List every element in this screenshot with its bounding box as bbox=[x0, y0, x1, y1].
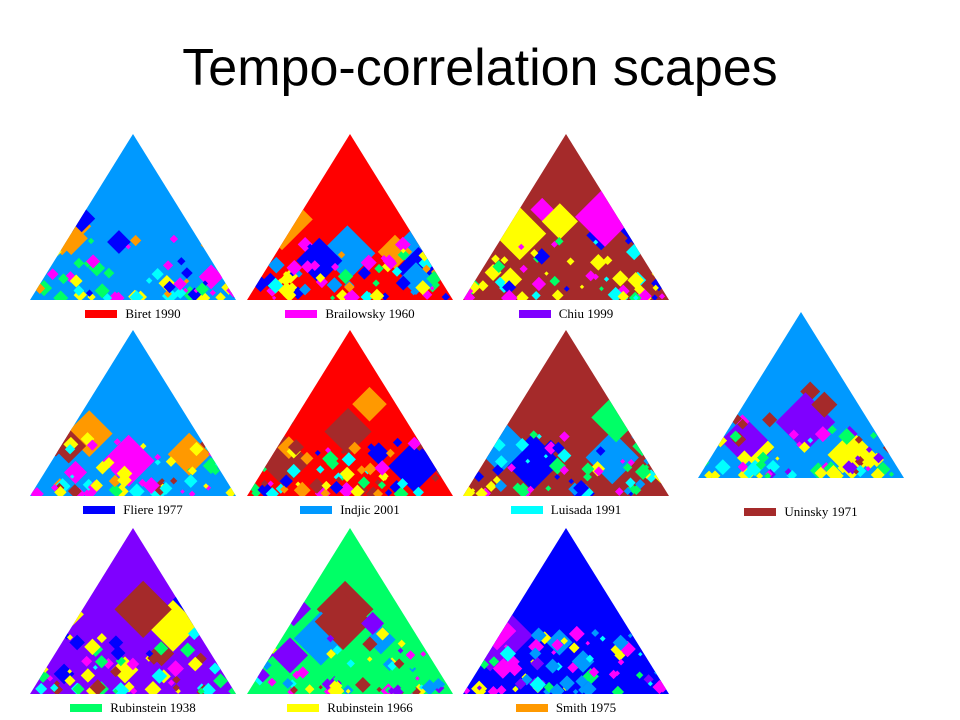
legend-swatch bbox=[515, 704, 548, 712]
scape-indjic-2001 bbox=[243, 328, 457, 498]
scape-rubinstein-1938 bbox=[26, 526, 240, 696]
legend-swatch bbox=[518, 310, 551, 318]
legend-label: Brailowsky 1960 bbox=[325, 306, 415, 321]
legend-label: Chiu 1999 bbox=[558, 306, 614, 321]
legend-swatch bbox=[300, 506, 333, 514]
scape-uninsky-1971 bbox=[694, 310, 908, 480]
legend-swatch bbox=[287, 704, 320, 712]
scape-triangle bbox=[30, 528, 236, 694]
legend-rubinstein-1938: Rubinstein 1938 bbox=[26, 698, 240, 718]
legend-swatch bbox=[83, 506, 116, 514]
scape-triangle bbox=[463, 528, 669, 694]
legend-label: Luisada 1991 bbox=[550, 502, 622, 517]
legend-biret-1990: Biret 1990 bbox=[26, 304, 240, 324]
scape-triangle bbox=[247, 134, 453, 300]
scape-smith-1975 bbox=[459, 526, 673, 696]
scape-luisada-1991 bbox=[459, 328, 673, 498]
scape-biret-1990 bbox=[26, 132, 240, 302]
legend-label: Biret 1990 bbox=[125, 306, 181, 321]
legend-label: Rubinstein 1966 bbox=[327, 700, 413, 715]
scape-triangle bbox=[698, 312, 904, 478]
legend-label: Uninsky 1971 bbox=[784, 504, 858, 519]
scape-triangle bbox=[30, 330, 236, 496]
legend-swatch bbox=[510, 506, 543, 514]
legend-label: Indjic 2001 bbox=[340, 502, 400, 517]
slide-title: Tempo-correlation scapes bbox=[182, 39, 778, 97]
scape-fliere-1977 bbox=[26, 328, 240, 498]
legend-swatch bbox=[285, 310, 318, 318]
legend-uninsky-1971: Uninsky 1971 bbox=[694, 502, 908, 522]
legend-label: Rubinstein 1938 bbox=[110, 700, 196, 715]
scape-triangle bbox=[463, 134, 669, 300]
scape-triangle bbox=[30, 134, 236, 300]
legend-fliere-1977: Fliere 1977 bbox=[26, 500, 240, 520]
legend-smith-1975: Smith 1975 bbox=[459, 698, 673, 718]
scape-brailowsky-1960 bbox=[243, 132, 457, 302]
scape-triangle bbox=[247, 330, 453, 496]
legend-luisada-1991: Luisada 1991 bbox=[459, 500, 673, 520]
legend-label: Fliere 1977 bbox=[123, 502, 183, 517]
legend-label: Smith 1975 bbox=[555, 700, 617, 715]
legend-swatch bbox=[744, 508, 777, 516]
legend-rubinstein-1966: Rubinstein 1966 bbox=[243, 698, 457, 718]
scape-triangle bbox=[247, 528, 453, 694]
legend-swatch bbox=[70, 704, 103, 712]
legend-indjic-2001: Indjic 2001 bbox=[243, 500, 457, 520]
legend-chiu-1999: Chiu 1999 bbox=[459, 304, 673, 324]
legend-brailowsky-1960: Brailowsky 1960 bbox=[243, 304, 457, 324]
scape-triangle bbox=[463, 330, 669, 496]
legend-swatch bbox=[85, 310, 118, 318]
scape-rubinstein-1966 bbox=[243, 526, 457, 696]
scape-chiu-1999 bbox=[459, 132, 673, 302]
